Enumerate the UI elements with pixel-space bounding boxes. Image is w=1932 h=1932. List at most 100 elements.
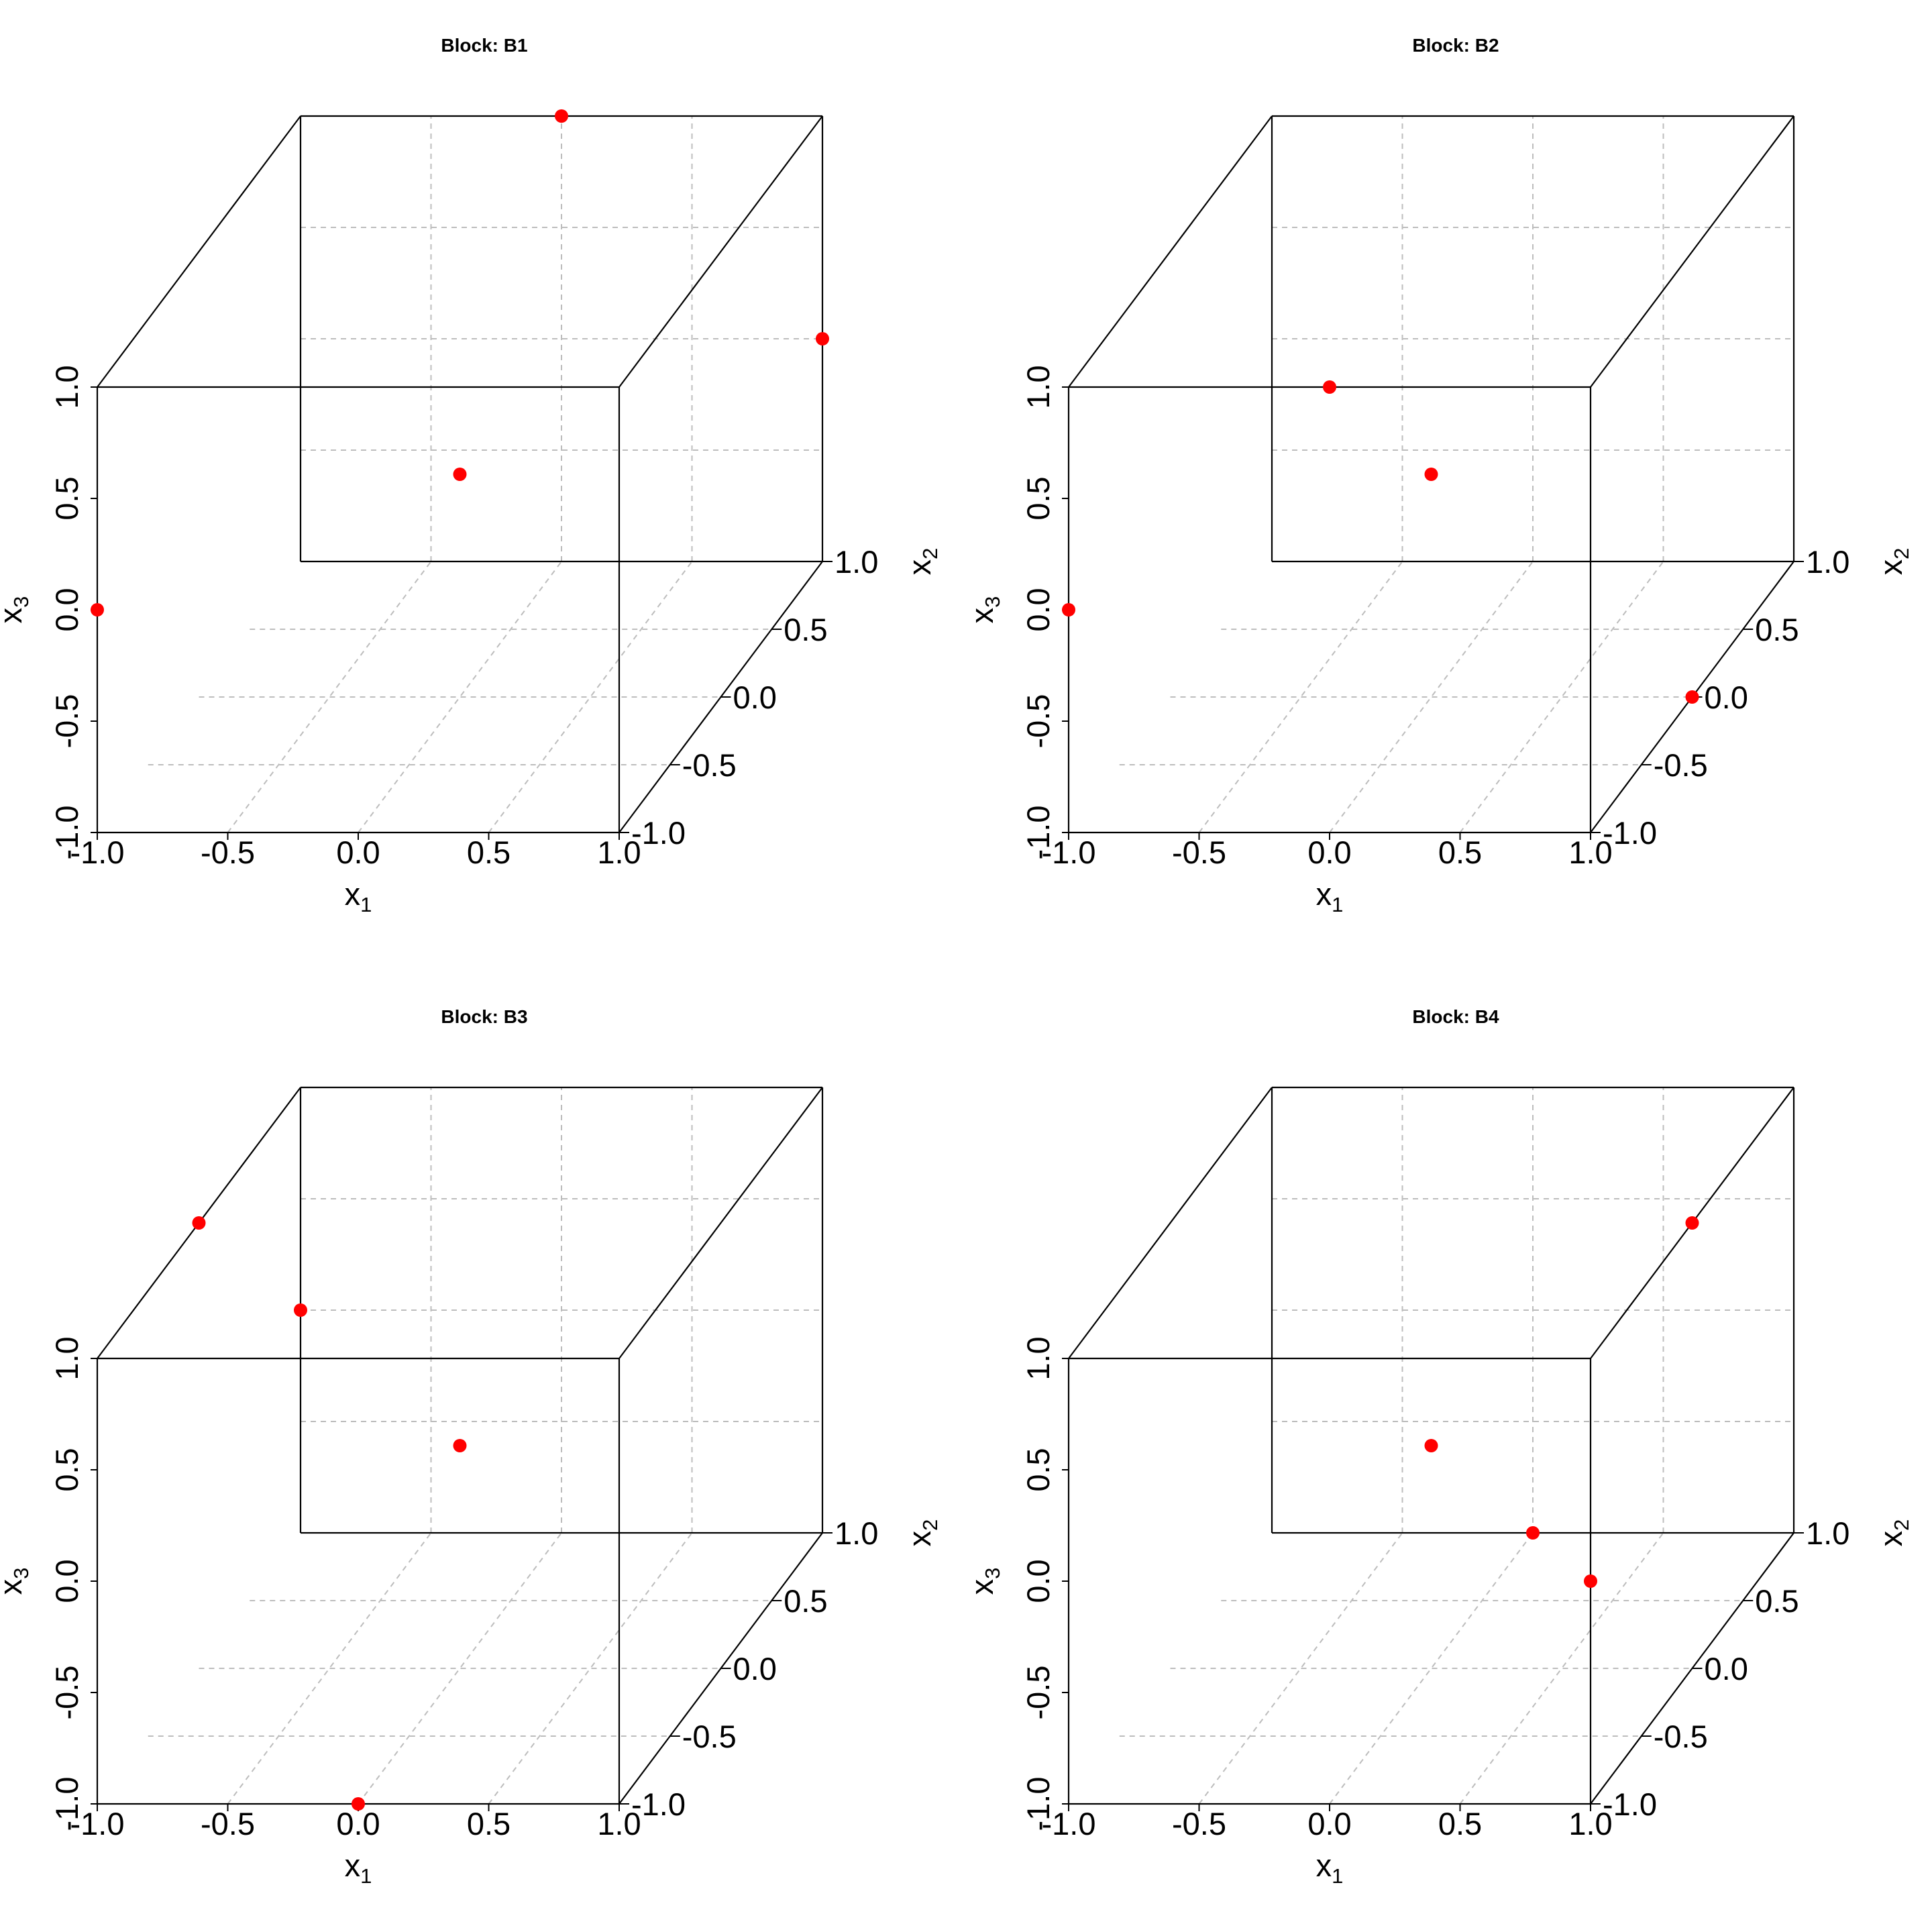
x3-tick-label: 1.0 xyxy=(1020,1336,1056,1380)
x3-axis-title: x3 xyxy=(0,1568,33,1595)
box-edge xyxy=(1068,1087,1273,1359)
x3-axis-title: x3 xyxy=(964,1568,1004,1595)
x1-tick-label: 1.0 xyxy=(597,835,641,870)
data-point xyxy=(192,1216,206,1230)
data-point xyxy=(555,109,568,123)
x1-tick-label: 1.0 xyxy=(597,1806,641,1841)
box-edge xyxy=(619,115,823,388)
x1-tick-label: -1.0 xyxy=(70,835,125,870)
x3-tick-label: -0.5 xyxy=(49,694,85,749)
grid-line xyxy=(358,1532,562,1805)
x2-axis-title: x2 xyxy=(1873,548,1913,576)
x3-tick-label: 1.0 xyxy=(1020,365,1056,409)
x3-tick-label: 0.5 xyxy=(1020,1448,1056,1491)
data-point xyxy=(1584,1574,1597,1588)
x2-tick-label: 1.0 xyxy=(835,1515,878,1551)
x2-tick-label: 0.5 xyxy=(784,1583,827,1619)
box-edge xyxy=(619,1087,823,1359)
x1-axis-title: x1 xyxy=(1316,1847,1344,1888)
x2-tick-label: -0.5 xyxy=(682,747,737,783)
grid-line xyxy=(488,561,693,833)
box-edge xyxy=(1590,115,1794,388)
x1-tick-label: -0.5 xyxy=(201,1806,255,1841)
x2-tick-label: 0.5 xyxy=(784,612,827,647)
grid-line xyxy=(1198,1532,1403,1805)
x1-tick-label: 0.0 xyxy=(336,835,380,870)
grid-line xyxy=(1329,561,1534,833)
x1-tick-label: -0.5 xyxy=(1172,1806,1226,1841)
x1-axis-title: x1 xyxy=(1316,876,1344,916)
x1-tick-label: 0.0 xyxy=(336,1806,380,1841)
panel-b1: Block: B1 -1.0 -0.5 0.0 0.5 1.0x1-1.0-0.50.0… xyxy=(0,35,942,916)
panel-b4: Block: B4 -1.0 -0.5 0.0 0.5 1.0x1-1.0-0.50.0… xyxy=(964,1006,1913,1888)
x2-tick-label: -0.5 xyxy=(1654,747,1708,783)
data-point xyxy=(1685,690,1699,704)
x1-tick-label: 0.5 xyxy=(467,835,511,870)
data-point xyxy=(1685,1216,1699,1230)
x3-tick-label: -1.0 xyxy=(1020,1777,1056,1831)
grid-line xyxy=(1459,561,1664,833)
x2-tick-label: -1.0 xyxy=(631,815,686,851)
box-edge xyxy=(97,115,301,388)
x1-tick-label: 0.0 xyxy=(1307,1806,1351,1841)
x2-tick-label: -0.5 xyxy=(682,1719,737,1754)
panel-b3: Block: B3 -1.0 -0.5 0.0 0.5 1.0x1-1.0-0.50.0… xyxy=(0,1006,942,1888)
x3-tick-label: 0.5 xyxy=(49,1448,85,1491)
panel-title: Block: B4 xyxy=(1412,1006,1499,1027)
x1-tick-label: 0.0 xyxy=(1307,835,1351,870)
x2-axis-title: x2 xyxy=(902,1519,942,1547)
x3-tick-label: 0.0 xyxy=(49,588,85,631)
data-point xyxy=(453,1439,467,1452)
x3-tick-label: -0.5 xyxy=(1020,694,1056,749)
x3-tick-label: 1.0 xyxy=(49,1336,85,1380)
x2-tick-label: 1.0 xyxy=(1806,1515,1849,1551)
data-point xyxy=(1424,1439,1438,1452)
x2-tick-label: 0.5 xyxy=(1755,612,1799,647)
x2-tick-label: -1.0 xyxy=(1603,1786,1657,1822)
panel-title: Block: B1 xyxy=(441,35,527,56)
x1-tick-label: 1.0 xyxy=(1568,1806,1612,1841)
data-point xyxy=(91,603,104,616)
grid-line xyxy=(227,1532,432,1805)
x3-tick-label: 0.0 xyxy=(49,1559,85,1603)
x3-tick-label: -1.0 xyxy=(1020,806,1056,860)
data-point xyxy=(453,468,467,481)
x3-tick-label: 0.5 xyxy=(1020,476,1056,520)
x1-tick-label: 1.0 xyxy=(1568,835,1612,870)
x3-tick-label: 1.0 xyxy=(49,365,85,409)
x2-tick-label: 0.5 xyxy=(1755,1583,1799,1619)
x1-tick-label: -0.5 xyxy=(201,835,255,870)
x1-tick-label: 0.5 xyxy=(1438,1806,1482,1841)
grid-line xyxy=(1329,1532,1534,1805)
x3-tick-label: -0.5 xyxy=(49,1666,85,1720)
x2-tick-label: -1.0 xyxy=(631,1786,686,1822)
x3-tick-label: 0.0 xyxy=(1020,1559,1056,1603)
data-point xyxy=(1526,1526,1540,1540)
x1-tick-label: 0.5 xyxy=(1438,835,1482,870)
x2-tick-label: 0.0 xyxy=(1705,680,1748,715)
data-point xyxy=(294,1303,307,1317)
x3-axis-title: x3 xyxy=(0,596,33,624)
x2-tick-label: 0.0 xyxy=(733,1651,777,1686)
grid-line xyxy=(488,1532,693,1805)
x3-tick-label: 0.0 xyxy=(1020,588,1056,631)
data-point xyxy=(816,332,829,345)
x1-axis-title: x1 xyxy=(345,876,372,916)
panel-title: Block: B2 xyxy=(1412,35,1499,56)
x3-tick-label: -1.0 xyxy=(49,1777,85,1831)
data-point xyxy=(1323,380,1336,394)
grid-line xyxy=(358,561,562,833)
x2-axis-title: x2 xyxy=(1873,1519,1913,1547)
data-point xyxy=(1424,468,1438,481)
x2-tick-label: 1.0 xyxy=(835,544,878,580)
x2-tick-label: -0.5 xyxy=(1654,1719,1708,1754)
x1-tick-label: -1.0 xyxy=(70,1806,125,1841)
x1-tick-label: -0.5 xyxy=(1172,835,1226,870)
x2-tick-label: -1.0 xyxy=(1603,815,1657,851)
x3-tick-label: -0.5 xyxy=(1020,1666,1056,1720)
x2-tick-label: 0.0 xyxy=(1705,1651,1748,1686)
data-point xyxy=(352,1797,365,1811)
panel-title: Block: B3 xyxy=(441,1006,527,1027)
x3-axis-title: x3 xyxy=(964,596,1004,624)
